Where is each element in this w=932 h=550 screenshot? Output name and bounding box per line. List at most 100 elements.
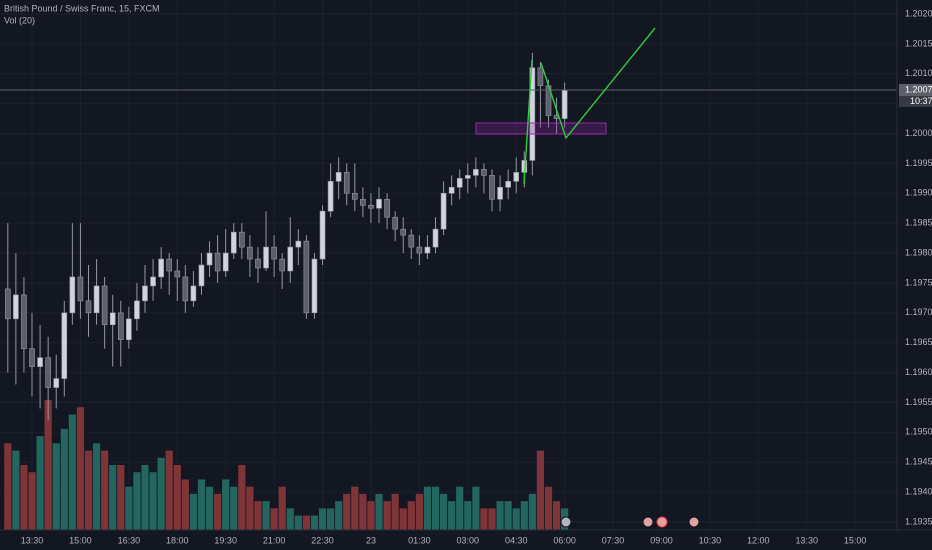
projection-line [540,27,656,140]
x-tick-label: 21:00 [263,535,286,545]
countdown-box [899,96,932,107]
candle-body [53,378,60,388]
volume-bar [36,436,44,530]
y-tick-label: 1.20200 [905,8,932,18]
candle-body [440,192,447,230]
volume-bar [189,493,198,530]
volume-label: Vol (20) [4,15,35,25]
last-price-box [899,84,932,96]
volume-bar [44,400,52,530]
volume-bar [456,486,464,530]
candle-body [158,258,164,278]
volume-bar [109,465,117,530]
candle-body [142,285,148,302]
volume-bar [488,508,496,530]
x-tick-label: 13:30 [21,535,44,545]
candle-body [303,240,310,314]
candle-body [505,181,511,188]
volume-bar [246,486,254,530]
y-tick-label: 1.19500 [905,427,932,437]
volume-bar [197,479,206,530]
candle-body [529,67,536,161]
candle-body [77,276,84,302]
candle-body [271,246,277,260]
y-tick-label: 1.20150 [905,38,932,48]
candle-body [352,192,358,200]
x-tick-label: 16:30 [118,535,141,545]
candle-body [214,252,221,272]
volume-bar [157,457,165,530]
x-tick-label: 13:30 [795,535,818,545]
candle-body [174,270,181,278]
volume-bar [76,407,85,530]
volume-bar [230,486,238,530]
volume-bar [399,508,407,530]
chart-title: British Pound / Swiss Franc, 15, FXCM [4,3,160,13]
volume-bar [205,486,214,530]
candle-body [101,285,108,326]
candle-body [37,357,43,367]
volume-bar [270,508,278,530]
candle-body [239,231,245,248]
volume-bar [262,501,270,530]
candle-body [247,246,253,260]
volume-bar [383,501,391,530]
volume-bar [222,479,230,530]
candle-body [85,300,92,314]
volume-bar [327,508,335,530]
candle-body [190,285,197,302]
candle-body [134,300,140,320]
y-tick-label: 1.20000 [905,128,932,138]
candle-body [513,172,520,182]
volume-bar [391,493,399,530]
x-tick-label: 15:00 [69,535,92,545]
x-tick-label: 12:00 [747,535,770,545]
last-price-label: 1.20073 [905,84,932,94]
candle-body [473,169,479,176]
volume-bar [302,515,310,530]
volume-bar [286,508,294,530]
candle-body [360,198,366,206]
volume-bar [68,414,76,530]
x-tick-label: 01:30 [408,535,431,545]
y-tick-label: 1.19450 [905,457,932,467]
x-tick-label: 15:00 [844,535,867,545]
volume-bar [415,493,423,530]
candle-body [287,246,294,272]
volume-bar [552,501,561,530]
candle-body [166,258,172,272]
volume-bar [117,465,125,530]
countdown-label: 10:37 [910,96,932,106]
candle-body [69,276,76,314]
candle-body [150,276,156,287]
volume-bar [536,450,545,530]
y-tick-label: 1.19950 [905,158,932,168]
volume-bar [359,493,367,530]
volume-bar [165,450,173,530]
y-tick-label: 1.19900 [905,188,932,198]
x-tick-label: 03:00 [457,535,480,545]
candle-body [255,258,261,269]
candle-body [497,187,503,200]
candle-body [61,312,68,379]
candle-body [295,240,302,248]
candle-body [327,181,334,212]
candle-body [481,169,487,176]
candle-body [400,228,407,236]
candle-body [368,204,374,209]
candle-body [230,231,237,254]
volume-pane [4,400,569,530]
volume-bar [439,493,448,530]
y-tick-label: 1.19700 [905,307,932,317]
volume-bar [149,472,157,530]
event-icon [656,516,668,528]
candle-body [279,258,285,272]
candle-body [416,246,423,254]
x-tick-label: 06:00 [553,535,576,545]
volume-bar [335,501,343,530]
volume-bar [496,501,504,530]
volume-bar [278,486,286,530]
y-tick-label: 1.19750 [905,277,932,287]
